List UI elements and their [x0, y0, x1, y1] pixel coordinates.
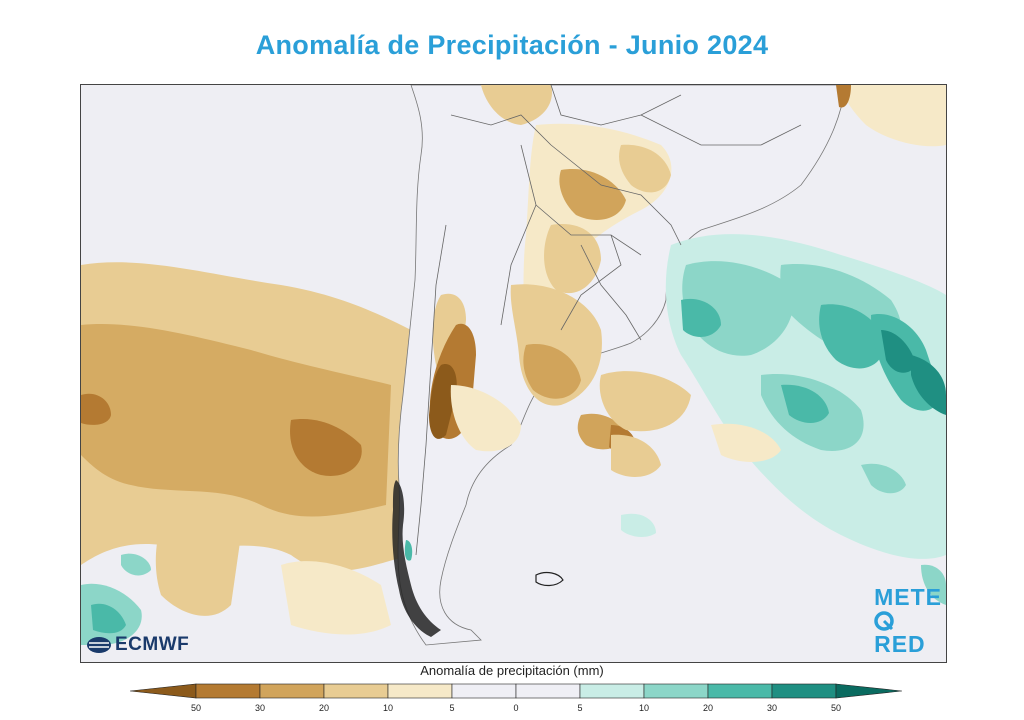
meteored-logo-text-b: RED [874, 631, 926, 657]
ecmwf-logo-icon [87, 637, 111, 653]
colorbar-segment [515, 683, 581, 699]
colorbar-tick-label: 10 [638, 703, 649, 713]
colorbar-tick-label: 5 [449, 703, 455, 713]
colorbar-segment [259, 683, 325, 699]
dry-anomaly-land [429, 85, 672, 453]
meteored-o-icon [874, 611, 894, 631]
colorbar-segment [323, 683, 389, 699]
colorbar-tick-label: 30 [254, 703, 265, 713]
colorbar-tick-label: 50 [830, 703, 841, 713]
meteored-logo: METE RED [874, 584, 942, 658]
southern-chile-coast [392, 480, 441, 637]
country-borders [415, 85, 802, 556]
dry-anomaly-atlantic [599, 85, 946, 477]
wet-anomaly-southwest [81, 553, 151, 645]
colorbar-tick-label: 0 [513, 703, 519, 713]
legend-title: Anomalía de precipitación (mm) [420, 663, 604, 678]
ecmwf-logo-text: ECMWF [115, 634, 190, 655]
colorbar-arrow-wet [835, 683, 902, 699]
colorbar-segment [195, 683, 261, 699]
colorbar-arrow-dry [130, 683, 197, 699]
map-title: Anomalía de Precipitación - Junio 2024 [255, 30, 769, 60]
colorbar-tick-label: 10 [382, 703, 393, 713]
falkland-islands [535, 571, 564, 587]
colorbar-tick-label: 50 [190, 703, 201, 713]
colorbar [130, 683, 902, 699]
wet-anomaly-atlantic [621, 234, 946, 605]
precipitation-anomaly-map: ECMWF METE RED [80, 84, 947, 663]
colorbar-tick-label: 5 [577, 703, 583, 713]
colorbar-segment [387, 683, 453, 699]
colorbar-segment [643, 683, 709, 699]
map-canvas [81, 85, 946, 662]
colorbar-segment [579, 683, 645, 699]
meteored-logo-text-a: METE [874, 584, 942, 610]
ecmwf-logo: ECMWF [86, 634, 189, 656]
colorbar-segment [771, 683, 837, 699]
colorbar-tick-label: 30 [766, 703, 777, 713]
dry-anomaly-pacific [81, 262, 411, 635]
colorbar-segment [451, 683, 517, 699]
colorbar-segment [707, 683, 773, 699]
colorbar-tick-label: 20 [702, 703, 713, 713]
colorbar-tick-label: 20 [318, 703, 329, 713]
